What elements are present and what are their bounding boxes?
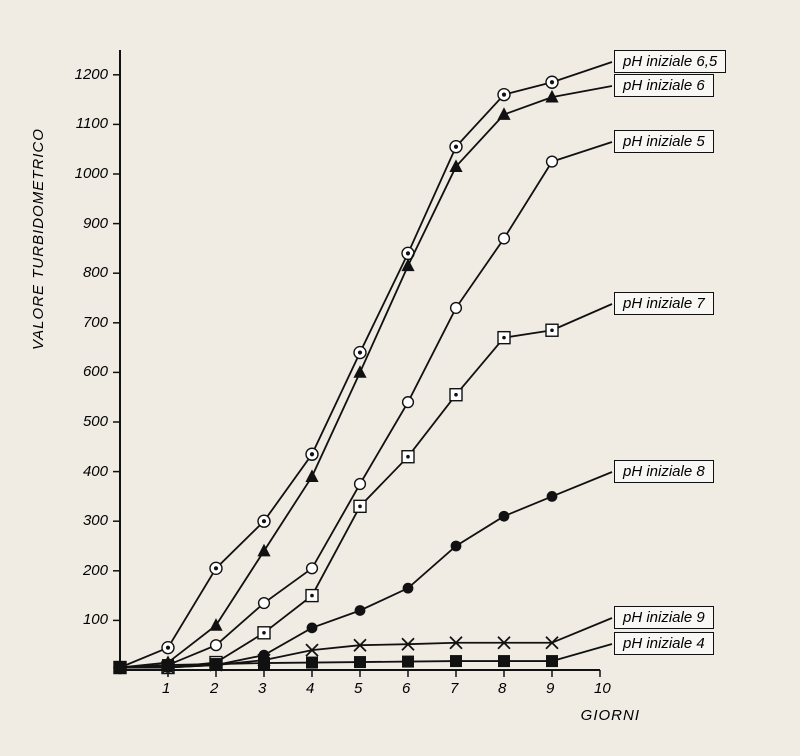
- y-tick-label: 100: [83, 611, 108, 628]
- y-tick-label: 1000: [75, 165, 108, 182]
- series-label-ph6: pH iniziale 6: [614, 74, 714, 97]
- x-tick-label: 2: [210, 680, 218, 697]
- y-tick-label: 200: [83, 562, 108, 579]
- page: VALORE TURBIDOMETRICO GIORNI pH iniziale…: [0, 0, 800, 756]
- x-tick-label: 3: [258, 680, 266, 697]
- y-axis-label: VALORE TURBIDOMETRICO: [30, 128, 47, 350]
- x-axis-label: GIORNI: [581, 707, 640, 724]
- series-label-ph8: pH iniziale 8: [614, 460, 714, 483]
- y-tick-label: 600: [83, 363, 108, 380]
- y-tick-label: 500: [83, 413, 108, 430]
- series-label-ph5: pH iniziale 5: [614, 130, 714, 153]
- series-label-ph4: pH iniziale 4: [614, 632, 714, 655]
- x-tick-label: 8: [498, 680, 506, 697]
- y-tick-label: 300: [83, 512, 108, 529]
- series-label-ph9: pH iniziale 9: [614, 606, 714, 629]
- y-tick-label: 400: [83, 463, 108, 480]
- y-tick-label: 700: [83, 314, 108, 331]
- y-tick-label: 1200: [75, 66, 108, 83]
- x-tick-label: 7: [450, 680, 458, 697]
- y-tick-label: 800: [83, 264, 108, 281]
- x-tick-label: 9: [546, 680, 554, 697]
- y-tick-label: 1100: [76, 115, 108, 132]
- chart-container: VALORE TURBIDOMETRICO GIORNI pH iniziale…: [40, 30, 760, 726]
- x-tick-label: 5: [354, 680, 362, 697]
- x-tick-label: 4: [306, 680, 314, 697]
- x-tick-label: 1: [162, 680, 170, 697]
- series-label-ph65: pH iniziale 6,5: [614, 50, 726, 73]
- x-tick-label: 10: [594, 680, 611, 697]
- y-tick-label: 900: [83, 215, 108, 232]
- x-tick-label: 6: [402, 680, 410, 697]
- series-label-ph7: pH iniziale 7: [614, 292, 714, 315]
